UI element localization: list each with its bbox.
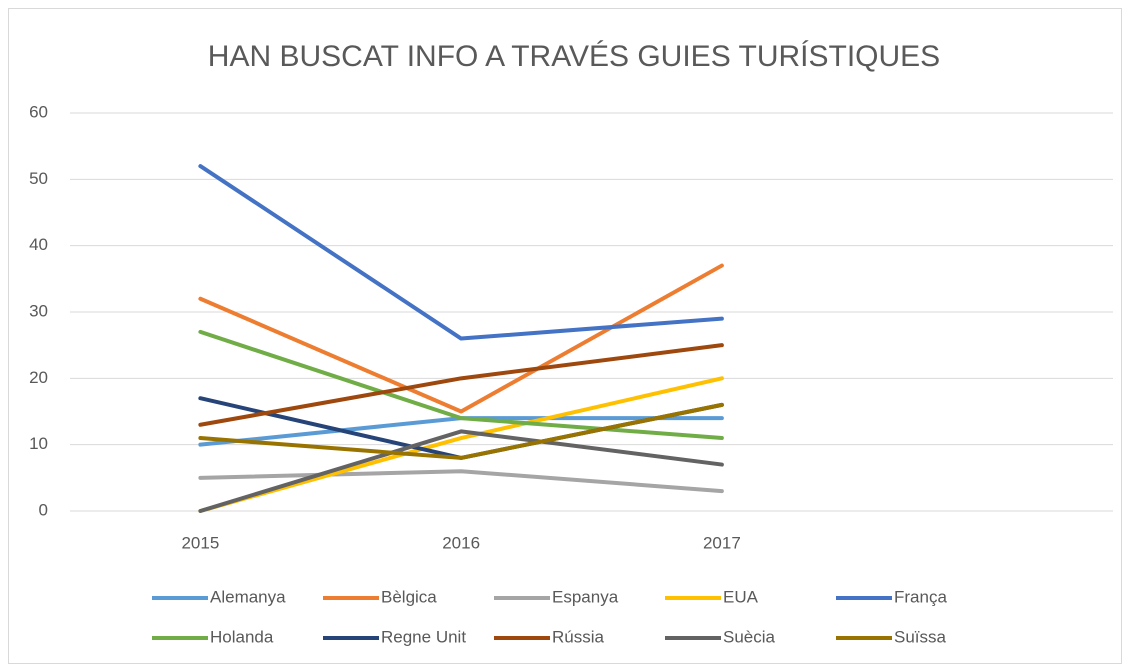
y-tick-label: 60 <box>29 102 48 121</box>
y-tick-label: 10 <box>29 434 48 453</box>
legend-label: Regne Unit <box>381 627 466 646</box>
x-tick-label: 2017 <box>703 533 741 552</box>
series-line <box>198 343 724 427</box>
series-line <box>198 402 724 460</box>
series-line <box>198 263 724 414</box>
series-line <box>198 429 724 513</box>
y-tick-label: 20 <box>29 368 48 387</box>
x-tick-label: 2016 <box>442 533 480 552</box>
y-tick-label: 40 <box>29 235 48 254</box>
series-line <box>198 164 724 341</box>
series-line <box>198 329 724 441</box>
series-line <box>198 376 724 513</box>
legend-label: Espanya <box>552 587 619 606</box>
legend-label: Bèlgica <box>381 587 437 606</box>
legend-label: EUA <box>723 587 759 606</box>
legend-label: Holanda <box>210 627 274 646</box>
x-tick-label: 2015 <box>181 533 219 552</box>
y-tick-label: 30 <box>29 301 48 320</box>
y-tick-label: 50 <box>29 169 48 188</box>
legend-label: Suècia <box>723 627 776 646</box>
legend-label: Suïssa <box>894 627 947 646</box>
y-tick-label: 0 <box>39 500 48 519</box>
chart-border <box>8 8 1122 664</box>
series-line <box>198 469 724 494</box>
legend-label: Alemanya <box>210 587 286 606</box>
legend-label: Rússia <box>552 627 605 646</box>
legend-label: França <box>894 587 947 606</box>
chart-title: HAN BUSCAT INFO A TRAVÉS GUIES TURÍSTIQU… <box>208 40 940 73</box>
